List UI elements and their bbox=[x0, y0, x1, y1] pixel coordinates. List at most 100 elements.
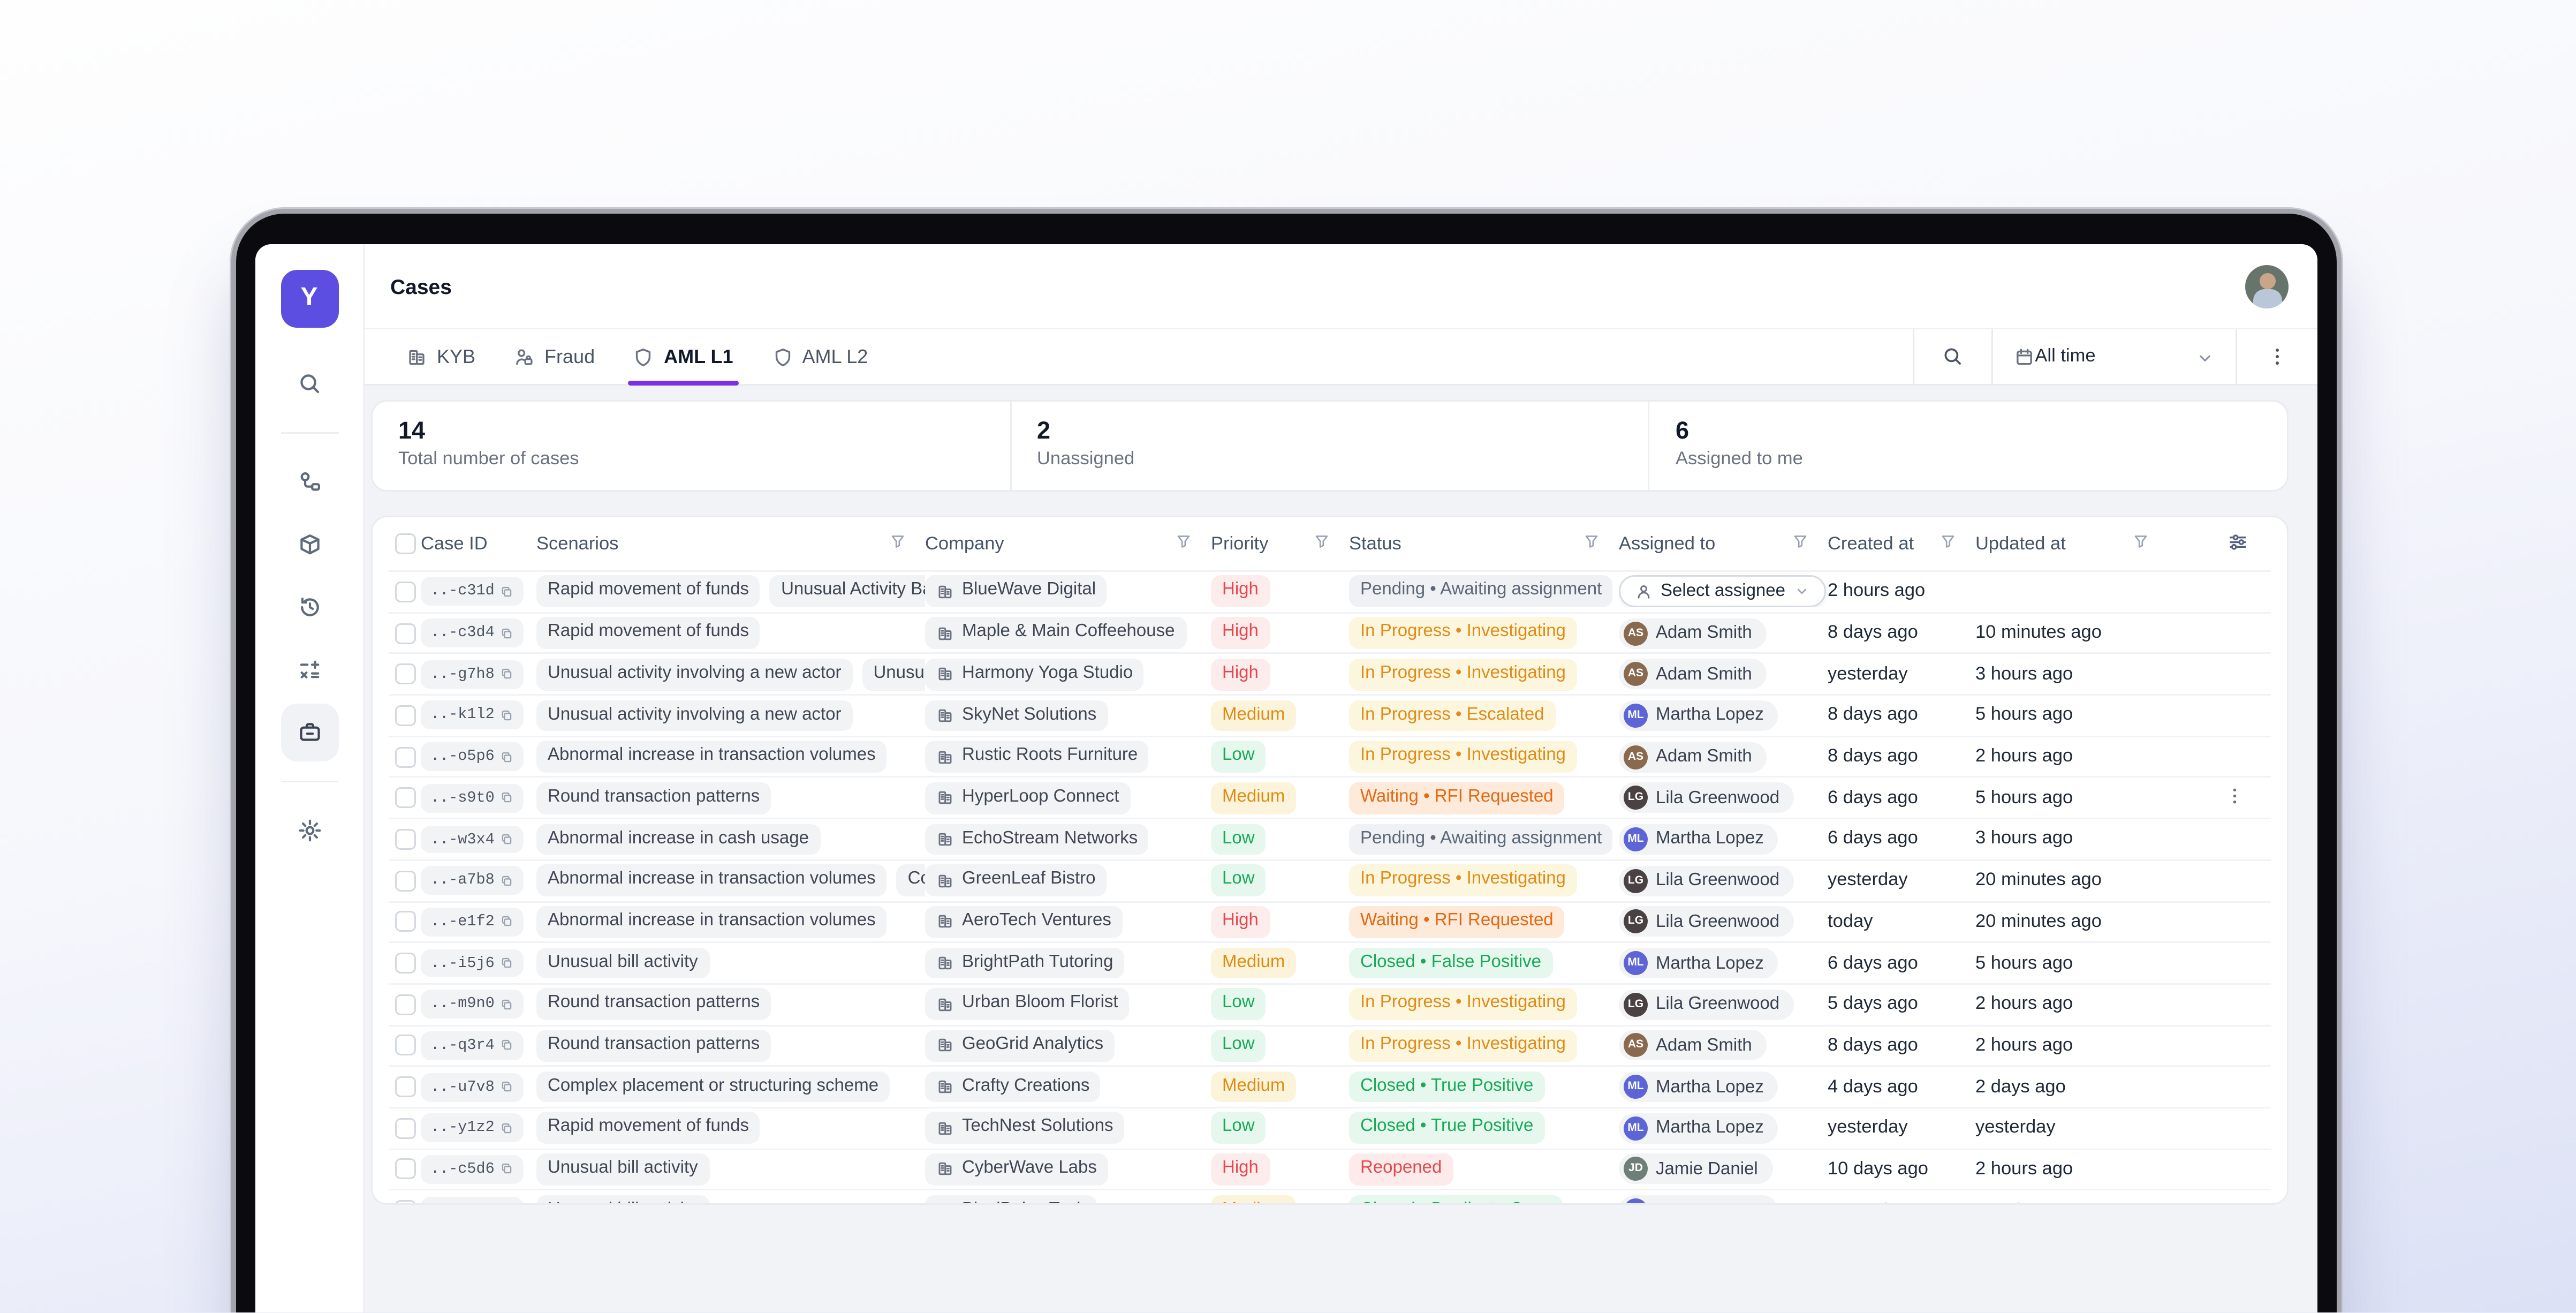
company-cell: EchoStream Networks bbox=[925, 823, 1211, 856]
select-assignee-button[interactable]: Select assignee bbox=[1619, 576, 1826, 608]
case-id-chip[interactable]: ..-a7b8 bbox=[421, 866, 524, 895]
table-row[interactable]: ..-g7h8 Unusual activity involving a new … bbox=[389, 653, 2271, 694]
updated-at-cell: 2 hours ago bbox=[1975, 1036, 2073, 1055]
assignee-chip[interactable]: ML Martha Lopez bbox=[1619, 1113, 1778, 1144]
sidebar-item-workflows[interactable] bbox=[281, 453, 338, 511]
case-id-chip[interactable]: ..-c31d bbox=[421, 577, 524, 606]
scenario-chip: Round transaction patterns bbox=[536, 988, 771, 1021]
assignee-chip[interactable]: JD Jamie Daniel bbox=[1619, 1154, 1772, 1185]
assignee-chip[interactable]: ML Martha Lopez bbox=[1619, 1195, 1778, 1203]
filter-button[interactable] bbox=[1940, 533, 1956, 554]
add-tab-button[interactable] bbox=[884, 329, 913, 384]
table-row[interactable]: ..-u7v8 Complex placement or structuring … bbox=[389, 1065, 2271, 1107]
case-id-chip[interactable]: ..-s9t0 bbox=[421, 783, 524, 813]
table-row[interactable]: ..-k1l2 Unusual activity involving a new … bbox=[389, 694, 2271, 735]
assignee-chip[interactable]: LG Lila Greenwood bbox=[1619, 989, 1794, 1020]
row-checkbox[interactable] bbox=[394, 1200, 415, 1203]
case-id-chip[interactable]: ..-w3x4 bbox=[421, 825, 524, 854]
tab-kyb[interactable]: KYB bbox=[390, 329, 491, 384]
row-checkbox[interactable] bbox=[394, 1118, 415, 1139]
case-id-chip[interactable]: ..-k1l2 bbox=[421, 701, 524, 730]
row-checkbox[interactable] bbox=[394, 870, 415, 891]
assignee-chip[interactable]: LG Lila Greenwood bbox=[1619, 782, 1794, 813]
filter-button[interactable] bbox=[1176, 533, 1192, 554]
row-checkbox[interactable] bbox=[394, 663, 415, 685]
filter-button[interactable] bbox=[890, 533, 906, 554]
column-settings-button[interactable] bbox=[2228, 531, 2271, 557]
case-id-chip[interactable]: ..-m9n0 bbox=[421, 990, 524, 1019]
case-id-chip[interactable]: ..-g9h0 bbox=[421, 1196, 524, 1203]
table-row[interactable]: ..-c5d6 Unusual bill activity CyberWave La… bbox=[389, 1148, 2271, 1189]
stat-assigned-to-me: 6 Assigned to me bbox=[1648, 402, 2287, 490]
filter-button[interactable] bbox=[1792, 533, 1808, 554]
row-menu-button[interactable] bbox=[2224, 785, 2271, 811]
case-id-chip[interactable]: ..-g7h8 bbox=[421, 660, 524, 689]
table-row[interactable]: ..-w3x4 Abnormal increase in cash usage Ec… bbox=[389, 818, 2271, 859]
row-checkbox[interactable] bbox=[394, 581, 415, 602]
table-row[interactable]: ..-q3r4 Round transaction patterns GeoGrid… bbox=[389, 1024, 2271, 1066]
case-id-chip[interactable]: ..-q3r4 bbox=[421, 1031, 524, 1060]
sidebar-item-history[interactable] bbox=[281, 578, 338, 636]
company-chip: Rustic Roots Furniture bbox=[925, 741, 1149, 773]
assignee-chip[interactable]: ML Martha Lopez bbox=[1619, 700, 1778, 731]
app-logo[interactable]: Y bbox=[280, 270, 338, 328]
case-id-chip[interactable]: ..-c5d6 bbox=[421, 1155, 524, 1184]
filter-button[interactable] bbox=[1314, 533, 1330, 554]
assignee-chip[interactable]: AS Adam Smith bbox=[1619, 1030, 1767, 1061]
case-id-chip[interactable]: ..-e1f2 bbox=[421, 907, 524, 937]
user-avatar[interactable] bbox=[2245, 264, 2289, 308]
table-row[interactable]: ..-y1z2 Rapid movement of funds TechNest S… bbox=[389, 1106, 2271, 1148]
row-checkbox[interactable] bbox=[394, 828, 415, 850]
table-row[interactable]: ..-m9n0 Round transaction patterns Urban B… bbox=[389, 983, 2271, 1024]
case-id-chip[interactable]: ..-i5j6 bbox=[421, 948, 524, 978]
search-button[interactable] bbox=[1913, 329, 1991, 384]
tab-fraud[interactable]: Fraud bbox=[498, 329, 611, 384]
overflow-menu-button[interactable] bbox=[2236, 329, 2317, 384]
assignee-chip[interactable]: ML Martha Lopez bbox=[1619, 824, 1778, 855]
case-id-chip[interactable]: ..-y1z2 bbox=[421, 1114, 524, 1143]
row-checkbox[interactable] bbox=[394, 994, 415, 1015]
case-id-chip[interactable]: ..-o5p6 bbox=[421, 742, 524, 772]
assignee-chip[interactable]: AS Adam Smith bbox=[1619, 741, 1767, 772]
row-checkbox[interactable] bbox=[394, 1076, 415, 1098]
sidebar-item-settings[interactable] bbox=[281, 802, 338, 859]
row-checkbox[interactable] bbox=[394, 705, 415, 726]
search-icon bbox=[1944, 348, 1961, 365]
table-row[interactable]: ..-i5j6 Unusual bill activity BrightPath T… bbox=[389, 941, 2271, 983]
case-id-chip[interactable]: ..-c3d4 bbox=[421, 618, 524, 647]
status-badge: Waiting • RFI Requested bbox=[1349, 905, 1565, 938]
sidebar-item-data[interactable] bbox=[281, 516, 338, 574]
table-row[interactable]: ..-s9t0 Round transaction patterns HyperLo… bbox=[389, 776, 2271, 818]
date-filter-dropdown[interactable]: All time bbox=[1991, 329, 2236, 384]
avatar: LG bbox=[1624, 786, 1648, 810]
table-row[interactable]: ..-c31d Rapid movement of funds Unusual Ac… bbox=[389, 570, 2271, 612]
row-checkbox[interactable] bbox=[394, 787, 415, 809]
table-row[interactable]: ..-g9h0 Unusual bill activity PixelPulse T… bbox=[389, 1189, 2271, 1203]
select-all-checkbox[interactable] bbox=[394, 533, 415, 554]
table-row[interactable]: ..-e1f2 Abnormal increase in transaction … bbox=[389, 900, 2271, 942]
table-row[interactable]: ..-o5p6 Abnormal increase in transaction … bbox=[389, 735, 2271, 776]
assignee-chip[interactable]: AS Adam Smith bbox=[1619, 617, 1767, 648]
assignee-chip[interactable]: ML Martha Lopez bbox=[1619, 1071, 1778, 1103]
assignee-chip[interactable]: AS Adam Smith bbox=[1619, 659, 1767, 690]
assignee-chip[interactable]: LG Lila Greenwood bbox=[1619, 907, 1794, 938]
tab-aml-l1[interactable]: AML L1 bbox=[617, 329, 749, 386]
row-checkbox[interactable] bbox=[394, 746, 415, 767]
tab-aml-l2[interactable]: AML L2 bbox=[756, 329, 884, 384]
row-checkbox[interactable] bbox=[394, 1159, 415, 1180]
row-checkbox[interactable] bbox=[394, 622, 415, 644]
sidebar-item-search[interactable] bbox=[281, 355, 338, 413]
row-checkbox[interactable] bbox=[394, 911, 415, 933]
row-checkbox[interactable] bbox=[394, 1035, 415, 1057]
filter-button[interactable] bbox=[1584, 533, 1600, 554]
table-row[interactable]: ..-a7b8 Abnormal increase in transaction … bbox=[389, 859, 2271, 900]
sidebar-item-operations[interactable] bbox=[281, 641, 338, 699]
case-id-chip[interactable]: ..-u7v8 bbox=[421, 1072, 524, 1101]
updated-at-cell: 5 hours ago bbox=[1975, 706, 2073, 726]
row-checkbox[interactable] bbox=[394, 953, 415, 974]
assignee-chip[interactable]: LG Lila Greenwood bbox=[1619, 865, 1794, 896]
filter-button[interactable] bbox=[2133, 533, 2149, 554]
table-row[interactable]: ..-c3d4 Rapid movement of funds Maple & Ma… bbox=[389, 612, 2271, 653]
assignee-chip[interactable]: ML Martha Lopez bbox=[1619, 948, 1778, 979]
sidebar-item-cases[interactable] bbox=[280, 704, 338, 761]
